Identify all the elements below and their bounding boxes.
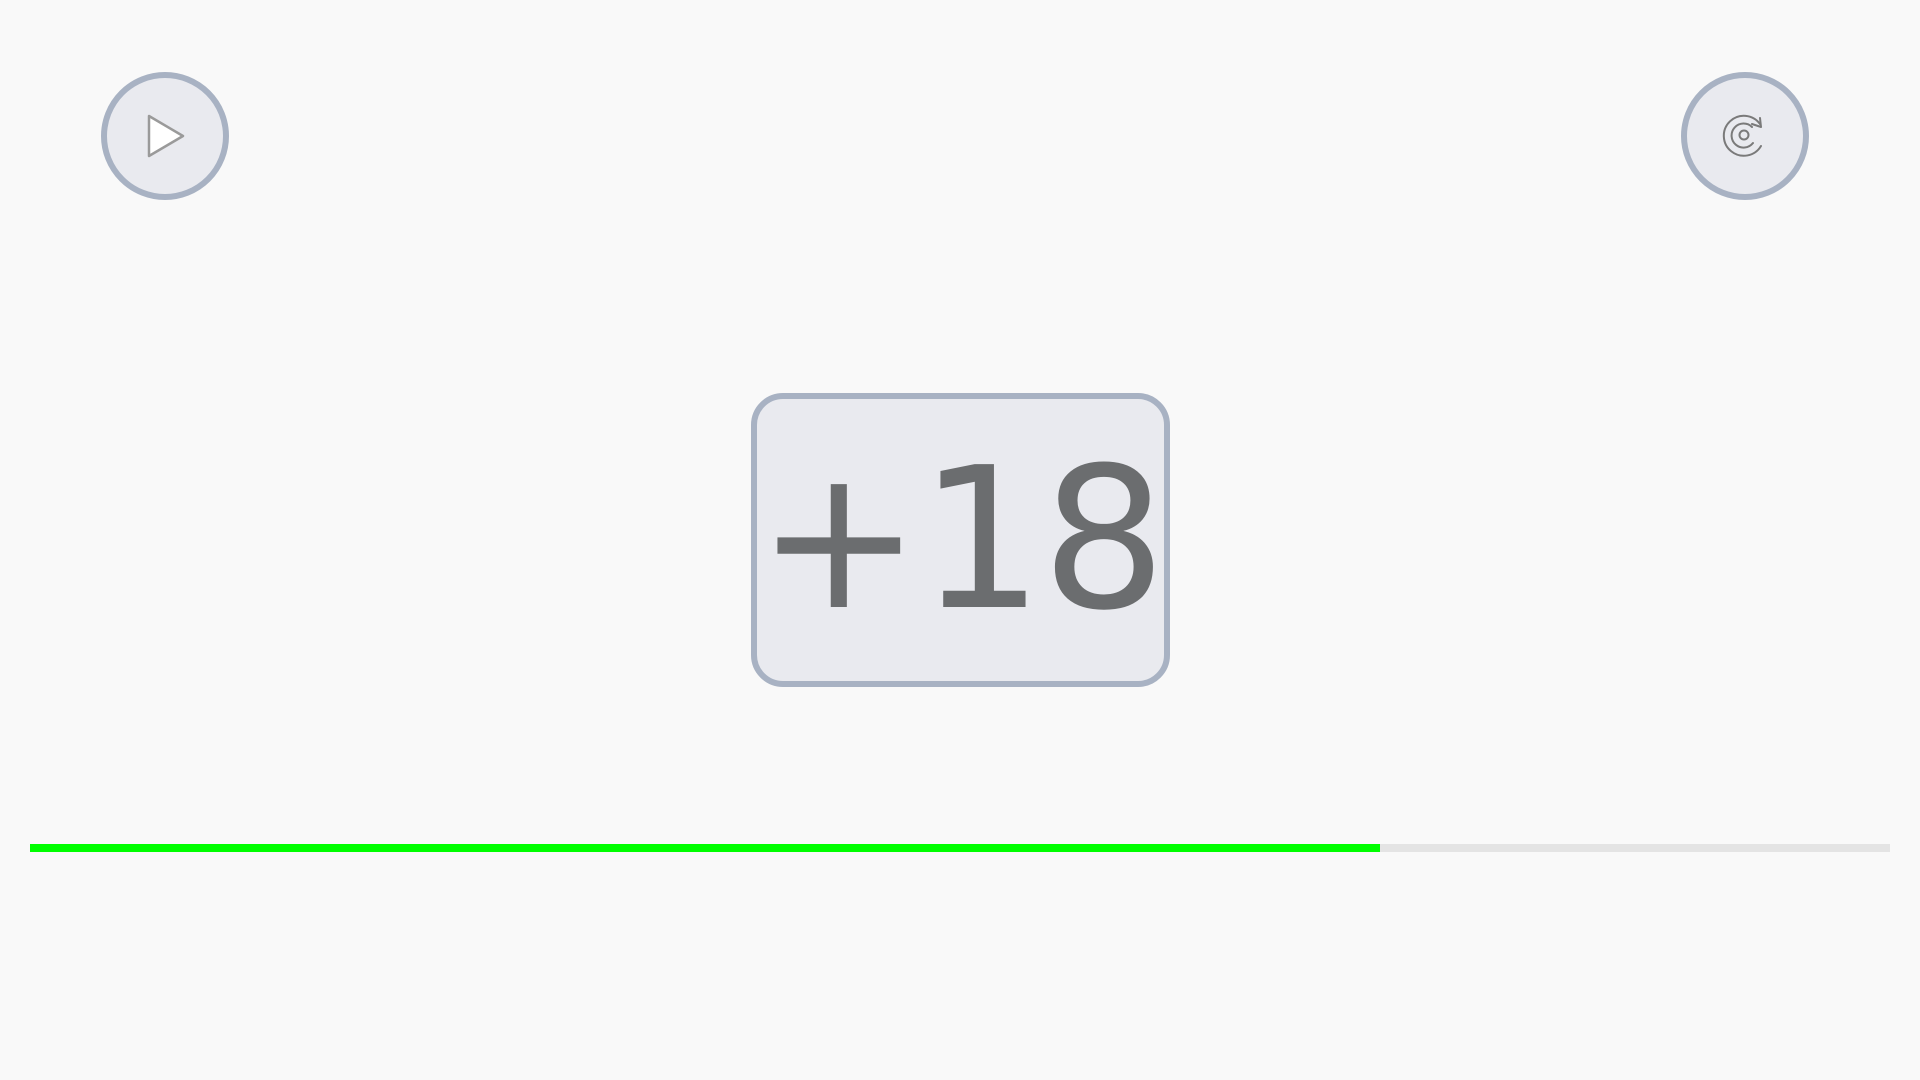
replay-button[interactable] bbox=[1681, 72, 1809, 200]
counter-display: +18 bbox=[751, 393, 1170, 687]
counter-value: +18 bbox=[756, 426, 1167, 654]
replay-icon bbox=[1719, 110, 1771, 162]
progress-bar bbox=[30, 844, 1890, 852]
play-icon bbox=[143, 112, 187, 160]
progress-fill bbox=[30, 844, 1381, 852]
counter-inner-panel bbox=[763, 405, 1158, 675]
play-button[interactable] bbox=[101, 72, 229, 200]
